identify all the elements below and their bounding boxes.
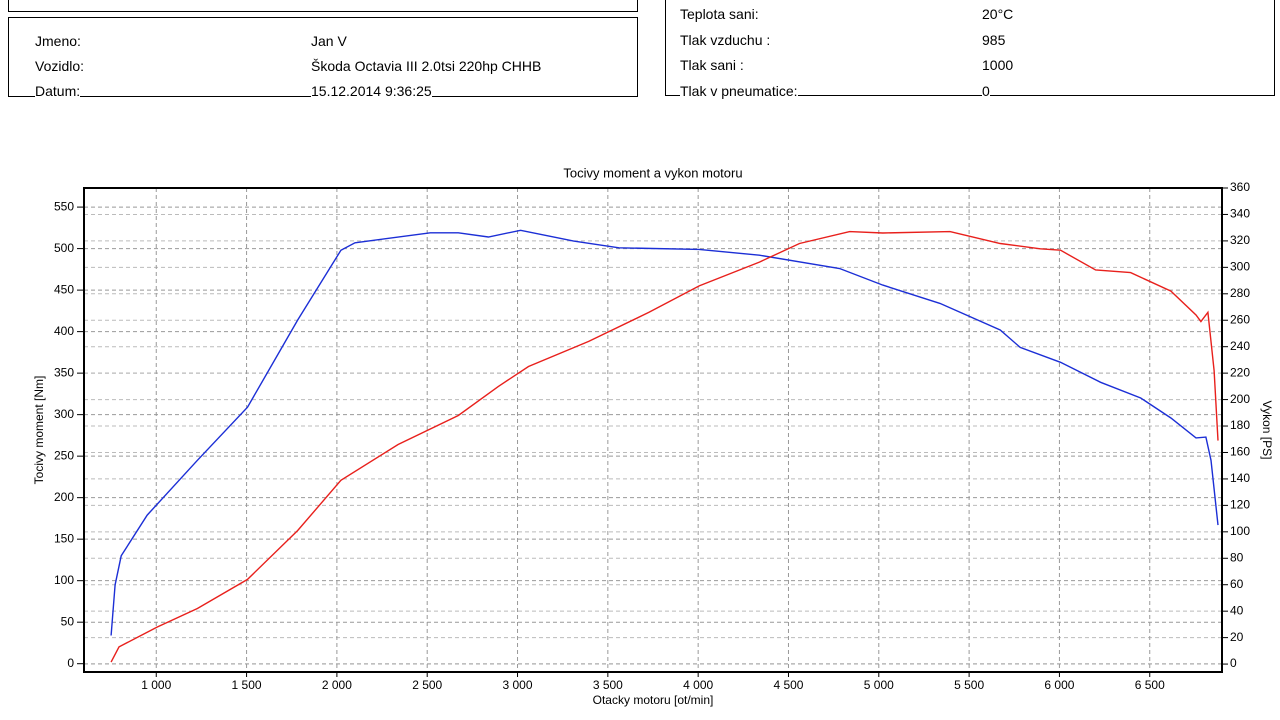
x-tick-label: 3 000 — [503, 678, 533, 692]
y2-tick-label: 60 — [1230, 577, 1244, 591]
y2-tick-label: 340 — [1230, 207, 1250, 221]
x-tick-label: 4 500 — [773, 678, 803, 692]
label: Teplota sani: — [680, 6, 759, 22]
y-tick-label: 500 — [54, 241, 74, 255]
y2-tick-label: 220 — [1230, 365, 1250, 379]
y-tick-label: 0 — [67, 656, 74, 670]
label: Vozidlo: — [35, 58, 85, 74]
y-tick-label: 200 — [54, 490, 74, 504]
x-tick-label: 2 500 — [412, 678, 442, 692]
y-tick-label: 450 — [54, 282, 74, 296]
y2-tick-label: 260 — [1230, 312, 1250, 326]
label: Jmeno: — [35, 33, 81, 49]
y2-axis-label: Vykon [PS] — [1260, 401, 1274, 460]
y2-tick-label: 320 — [1230, 233, 1250, 247]
y2-tick-label: 100 — [1230, 524, 1250, 538]
label: Datum: — [35, 83, 81, 99]
value: 20°C — [982, 6, 1014, 22]
y2-tick-label: 300 — [1230, 260, 1250, 274]
y2-tick-label: 360 — [1230, 180, 1250, 194]
value: 0 — [982, 83, 990, 99]
value: Škoda Octavia III 2.0tsi 220hp CHHB — [311, 58, 542, 74]
y-tick-label: 150 — [54, 531, 74, 545]
y2-tick-label: 140 — [1230, 471, 1250, 485]
y-tick-label: 100 — [54, 573, 74, 587]
plot-frame — [83, 187, 1223, 673]
label: Tlak vzduchu : — [680, 32, 771, 48]
label: Tlak v pneumatice: — [680, 83, 798, 99]
conditions-box — [665, 0, 1275, 96]
x-tick-label: 6 500 — [1135, 678, 1165, 692]
x-tick-label: 6 000 — [1044, 678, 1074, 692]
series-line — [110, 229, 1219, 636]
y2-tick-label: 0 — [1230, 656, 1237, 670]
series-line — [110, 230, 1219, 663]
x-tick-label: 4 000 — [683, 678, 713, 692]
y-tick-label: 550 — [54, 199, 74, 213]
y2-tick-label: 120 — [1230, 498, 1250, 512]
y2-tick-label: 40 — [1230, 603, 1244, 617]
value: 1000 — [982, 57, 1014, 73]
x-tick-label: 1 500 — [232, 678, 262, 692]
x-tick-label: 5 000 — [864, 678, 894, 692]
y2-tick-label: 280 — [1230, 286, 1250, 300]
y2-tick-label: 180 — [1230, 418, 1250, 432]
y-tick-label: 400 — [54, 324, 74, 338]
y2-tick-label: 80 — [1230, 550, 1244, 564]
y2-tick-label: 200 — [1230, 392, 1250, 406]
y-tick-label: 300 — [54, 407, 74, 421]
value: Jan V — [311, 33, 347, 49]
value: 15.12.2014 9:36:25 — [311, 83, 432, 99]
x-axis-label: Otacky motoru [ot/min] — [593, 693, 714, 707]
y-axis-label: Tocivy moment [Nm] — [32, 376, 46, 485]
y2-tick-label: 240 — [1230, 339, 1250, 353]
y2-tick-label: 20 — [1230, 630, 1244, 644]
x-tick-label: 1 000 — [141, 678, 171, 692]
top-box — [8, 0, 638, 12]
x-tick-label: 3 500 — [593, 678, 623, 692]
y-tick-label: 350 — [54, 365, 74, 379]
y-tick-label: 50 — [61, 614, 75, 628]
x-tick-label: 5 500 — [954, 678, 984, 692]
y-tick-label: 250 — [54, 448, 74, 462]
chart-title: Tocivy moment a vykon motoru — [563, 165, 742, 180]
y2-tick-label: 160 — [1230, 445, 1250, 459]
label: Tlak sani : — [680, 57, 744, 73]
value: 985 — [982, 32, 1006, 48]
x-tick-label: 2 000 — [322, 678, 352, 692]
